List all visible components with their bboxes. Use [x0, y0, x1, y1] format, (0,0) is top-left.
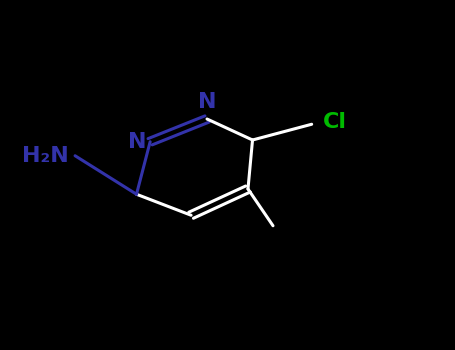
Text: N: N — [128, 132, 147, 152]
Text: N: N — [198, 92, 216, 112]
Text: Cl: Cl — [323, 112, 347, 133]
Text: H₂N: H₂N — [21, 146, 68, 166]
